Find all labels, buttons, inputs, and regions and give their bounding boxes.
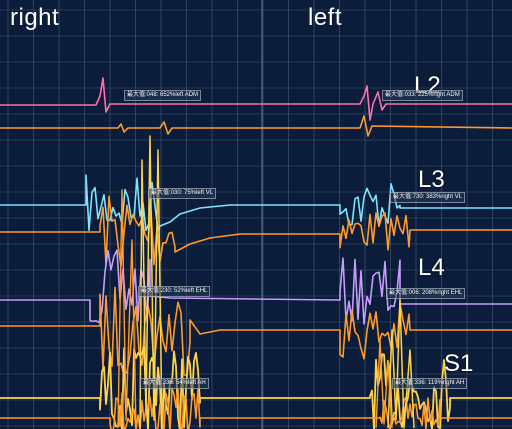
level-label-s1: S1 [444,350,474,377]
trace-s1-spike-left-a [387,299,415,429]
trace-s1-spike-right-b [117,189,137,429]
channel-box-s1-right: 最大值:336: 54%left AH [140,378,209,389]
level-label-l4: L4 [418,254,445,281]
trace-l2-baseline [0,115,512,137]
channel-box-l2-left: 最大值:033: 225%right ADM [382,90,463,101]
channel-box-l4-right: 最大值:230: 52%left EHL [138,286,211,297]
left-side-label: left [308,4,343,31]
trace-s1-spike-left-b [375,339,393,429]
channel-box-l4-left: 最大值:006: 208%right EHL [386,288,466,299]
channel-box-s1-left: 最大值:336: 119%right AH [392,378,468,389]
right-side-label: right [10,4,60,31]
channel-box-l3-right: 最大值:030: 75%left VL [148,188,217,199]
channel-box-l3-left: 最大值:730: 383%right VL [390,192,466,203]
channel-box-l2-right: 最大值:048: 652%left ADM [124,90,202,101]
level-label-l3: L3 [418,166,445,193]
trace-l4-top [0,249,512,325]
trace-l2-top [0,77,512,121]
trace-s1-spike-right-a [139,135,163,429]
trace-s1-baseline [0,387,512,429]
